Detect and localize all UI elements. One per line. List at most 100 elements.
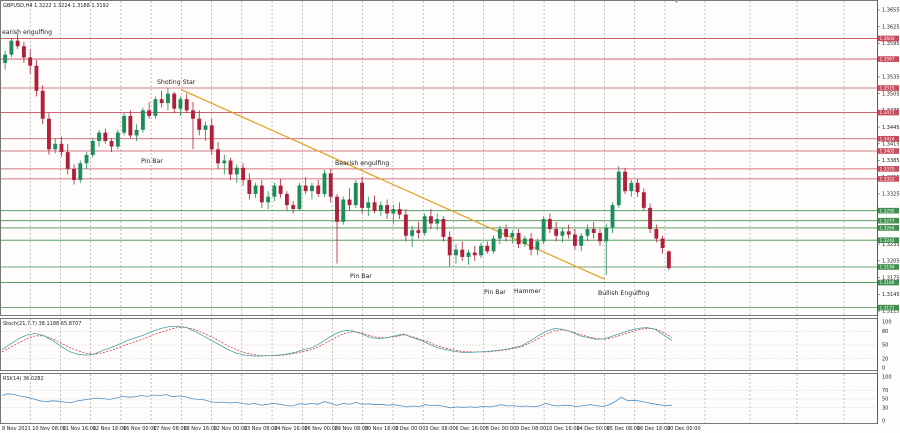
candle-body-103 <box>648 207 653 230</box>
time-label: 12 Nov 16:00 <box>93 426 127 432</box>
stochastic-indicator: 100 80 50 20 0 <box>1 320 892 372</box>
candle-body-18 <box>115 132 120 147</box>
candle-body-106 <box>666 251 671 269</box>
resistance-tag-bg-7 <box>878 176 899 182</box>
price-label: 1.3325 <box>882 192 900 198</box>
candle-body-21 <box>134 129 139 136</box>
candle-body-34 <box>216 149 220 164</box>
time-label: 10 Nov 08:00 <box>32 426 66 432</box>
indicator-axis-label: 50 <box>882 343 888 349</box>
pattern-annotation: Hammer <box>514 288 541 295</box>
resistance-tag-bg-6 <box>878 166 899 172</box>
symbol-header: GBPUSD,H4 1.3222 1.3224 1.3188 1.3192 <box>3 3 109 9</box>
candle-body-56 <box>353 182 358 206</box>
resistance-tag: 1.3402 <box>880 149 895 155</box>
price-level-tags: 1.3604 1.3567 1.3515 1.3471 1.3424 1.3402 1.33… <box>878 35 899 311</box>
candle-body-39 <box>247 180 252 194</box>
resistance-tag-bg-0 <box>878 35 899 42</box>
candle-body-84 <box>529 238 534 250</box>
candle-body-64 <box>403 214 408 236</box>
candle-body-90 <box>566 231 571 235</box>
indicator-axis-label: 20 <box>882 357 888 363</box>
candle-body-16 <box>103 132 108 141</box>
time-label: 14 Dec 00:00 <box>576 426 610 432</box>
indicator-axis-label: 100 <box>882 375 892 381</box>
candle-body-41 <box>259 185 264 203</box>
resistance-tag: 1.3471 <box>880 110 895 116</box>
support-tag-bg-1 <box>878 217 899 224</box>
time-label: 18 Nov 16:00 <box>183 426 217 432</box>
support-tag: 1.3121 <box>880 305 895 311</box>
candle-body-66 <box>416 230 421 233</box>
candle-body-36 <box>228 160 233 175</box>
time-label: 3 Dec 08:00 <box>425 426 455 432</box>
candle-body-101 <box>635 182 640 193</box>
candle-body-42 <box>266 196 271 203</box>
resistance-tag-bg-1 <box>878 56 899 62</box>
time-label: 10 Dec 16:00 <box>546 426 580 432</box>
candle-body-20 <box>128 115 133 136</box>
candle-body-63 <box>397 208 402 215</box>
candle-body-65 <box>410 230 415 236</box>
candle-body-97 <box>610 205 615 228</box>
price-label: 1.3445 <box>882 125 900 131</box>
time-label: 26 Nov 00:00 <box>304 426 338 432</box>
candle-body-43 <box>272 185 277 197</box>
resistance-tag-bg-4 <box>878 135 899 142</box>
time-label: 17 Nov 08:00 <box>153 426 187 432</box>
candle-body-91 <box>573 234 577 246</box>
rsi-line <box>1 393 673 409</box>
candle-body-54 <box>341 199 346 222</box>
candle-body-7 <box>47 118 51 150</box>
time-label: 2 Dec 00:00 <box>395 426 425 432</box>
price-label: 1.3145 <box>882 292 900 298</box>
candle-body-5 <box>34 65 39 91</box>
support-tag: 1.3166 <box>880 280 895 286</box>
price-label: 1.3535 <box>882 75 900 81</box>
candle-body-31 <box>197 118 202 130</box>
descending-trendline[interactable] <box>181 89 605 280</box>
rsi-title: RSI(14) 36.0282 <box>3 376 44 382</box>
price-label: 1.3175 <box>882 275 900 281</box>
candle-body-8 <box>53 143 58 150</box>
time-label: 20 Dec 00:00 <box>667 426 701 432</box>
candle-body-44 <box>278 185 283 194</box>
candle-body-87 <box>547 219 552 230</box>
time-label: 9 Dec 08:00 <box>516 426 546 432</box>
candle-body-11 <box>72 168 76 181</box>
candle-body-71 <box>447 236 452 256</box>
support-tag: 1.3277 <box>880 218 895 224</box>
candle-body-69 <box>435 219 440 224</box>
candle-body-29 <box>184 99 189 111</box>
candle-body-1 <box>9 40 14 55</box>
time-label: 8 Dec 00:00 <box>486 426 516 432</box>
chart-shift-marker[interactable] <box>674 0 679 3</box>
resistance-tag: 1.3370 <box>880 166 895 172</box>
indicator-axis-label: 80 <box>882 329 888 335</box>
candle-body-53 <box>335 196 339 222</box>
rsi-indicator: 100 70 50 30 0 <box>1 375 892 425</box>
candle-body-48 <box>303 185 308 192</box>
support-tag-bg-4 <box>878 264 899 270</box>
candle-body-77 <box>485 245 490 252</box>
candle-body-60 <box>378 205 383 211</box>
candle-body-80 <box>504 229 509 237</box>
candle-body-26 <box>165 93 170 104</box>
candle-body-22 <box>140 110 145 130</box>
candle-body-9 <box>59 143 64 153</box>
stochastic-main-line <box>1 325 673 357</box>
resistance-tag: 1.3604 <box>880 36 895 42</box>
time-label: 11 Nov 16:00 <box>62 426 96 432</box>
candle-body-46 <box>291 205 296 209</box>
time-label: 16 Dec 16:00 <box>637 426 671 432</box>
candle-body-58 <box>366 202 371 208</box>
pattern-annotation: Bearish engulfing <box>335 160 389 167</box>
candle-body-105 <box>660 238 665 249</box>
candle-body-15 <box>97 132 101 141</box>
support-tag-bg-0 <box>878 207 899 214</box>
candlestick-series <box>3 33 671 275</box>
time-label: 29 Nov 08:00 <box>335 426 369 432</box>
